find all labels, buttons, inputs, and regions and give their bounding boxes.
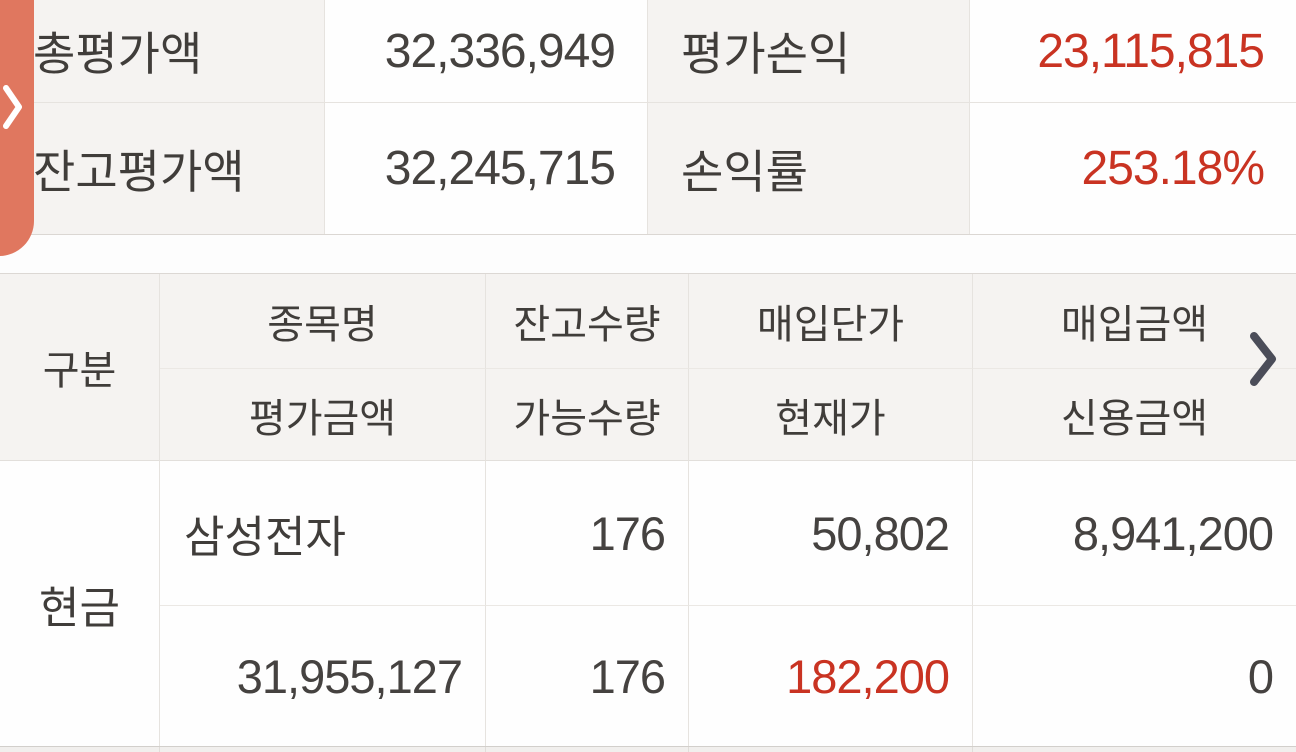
purchase-amount-cell: 8,941,200 [973, 461, 1296, 606]
eval-amount-cell: 31,955,127 [160, 606, 486, 746]
stock-name-cell[interactable]: 삼성전자 [160, 461, 486, 606]
total-eval-label: 총평가액 [0, 0, 325, 103]
available-qty-cell: 176 [486, 606, 689, 746]
eval-profit-loss-label: 평가손익 [648, 0, 970, 103]
more-columns-button[interactable] [1248, 330, 1278, 388]
balance-eval-value: 32,245,715 [325, 103, 648, 234]
column-header-eval-amount: 평가금액 [160, 369, 486, 461]
column-header-purchase-price: 매입단가 [689, 274, 973, 369]
side-drawer-handle[interactable] [0, 0, 34, 256]
next-row-cell [0, 747, 160, 752]
chevron-right-icon [3, 85, 22, 129]
column-header-category: 구분 [0, 274, 160, 461]
current-price-cell: 182,200 [689, 606, 973, 746]
account-summary-panel: 총평가액 32,336,949 평가손익 23,115,815 잔고평가액 32… [0, 0, 1296, 235]
profit-rate-label: 손익률 [648, 103, 970, 234]
category-cell-cash: 현금 [0, 461, 160, 746]
next-row-cell [486, 747, 689, 752]
column-header-purchase-amount: 매입금액 [973, 274, 1296, 369]
profit-rate-value: 253.18% [970, 103, 1296, 234]
column-header-stock-name: 종목명 [160, 274, 486, 369]
purchase-price-cell: 50,802 [689, 461, 973, 606]
next-row-partial [0, 747, 1296, 752]
holdings-table: 구분 종목명 잔고수량 매입단가 매입금액 평가금액 가능수량 현재가 신용금액… [0, 273, 1296, 747]
column-header-current-price: 현재가 [689, 369, 973, 461]
balance-qty-cell: 176 [486, 461, 689, 606]
next-row-cell [973, 747, 1296, 752]
eval-profit-loss-value: 23,115,815 [970, 0, 1296, 103]
next-row-cell [160, 747, 486, 752]
total-eval-value: 32,336,949 [325, 0, 648, 103]
credit-amount-cell: 0 [973, 606, 1296, 746]
column-header-available-qty: 가능수량 [486, 369, 689, 461]
next-row-cell [689, 747, 973, 752]
column-header-credit-amount: 신용금액 [973, 369, 1296, 461]
section-divider-gap [0, 235, 1296, 273]
balance-eval-label: 잔고평가액 [0, 103, 325, 234]
chevron-right-icon [1250, 332, 1276, 386]
column-header-balance-qty: 잔고수량 [486, 274, 689, 369]
